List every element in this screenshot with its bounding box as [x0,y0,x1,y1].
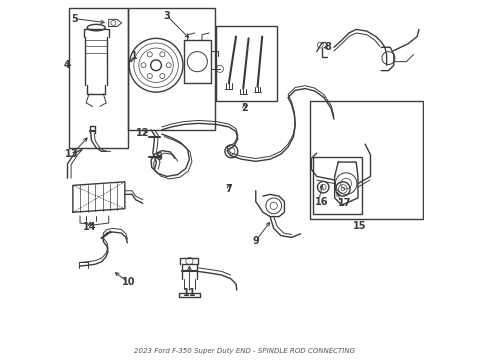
Text: 9: 9 [252,236,259,246]
Text: 10: 10 [122,277,135,287]
Text: 6: 6 [155,152,162,162]
Text: 17: 17 [338,198,352,208]
Text: 14: 14 [83,222,97,231]
Text: 3: 3 [164,11,170,21]
Bar [69,8,128,148]
Text: 15: 15 [353,221,367,231]
Text: 13: 13 [65,149,79,159]
Text: 16: 16 [315,197,328,207]
Text: 7: 7 [225,184,232,194]
Text: 8: 8 [325,42,332,51]
Text: 4: 4 [63,60,70,70]
Bar [313,157,362,214]
Text: 5: 5 [71,14,78,24]
Text: 2023 Ford F-350 Super Duty END - SPINDLE ROD CONNECTING: 2023 Ford F-350 Super Duty END - SPINDLE… [134,348,356,354]
Text: 11: 11 [183,288,196,298]
Text: 1: 1 [130,50,137,60]
Bar [216,26,277,101]
Bar [128,8,215,130]
Text: 2: 2 [241,103,247,113]
Text: 12: 12 [136,128,149,138]
Bar [310,101,422,220]
